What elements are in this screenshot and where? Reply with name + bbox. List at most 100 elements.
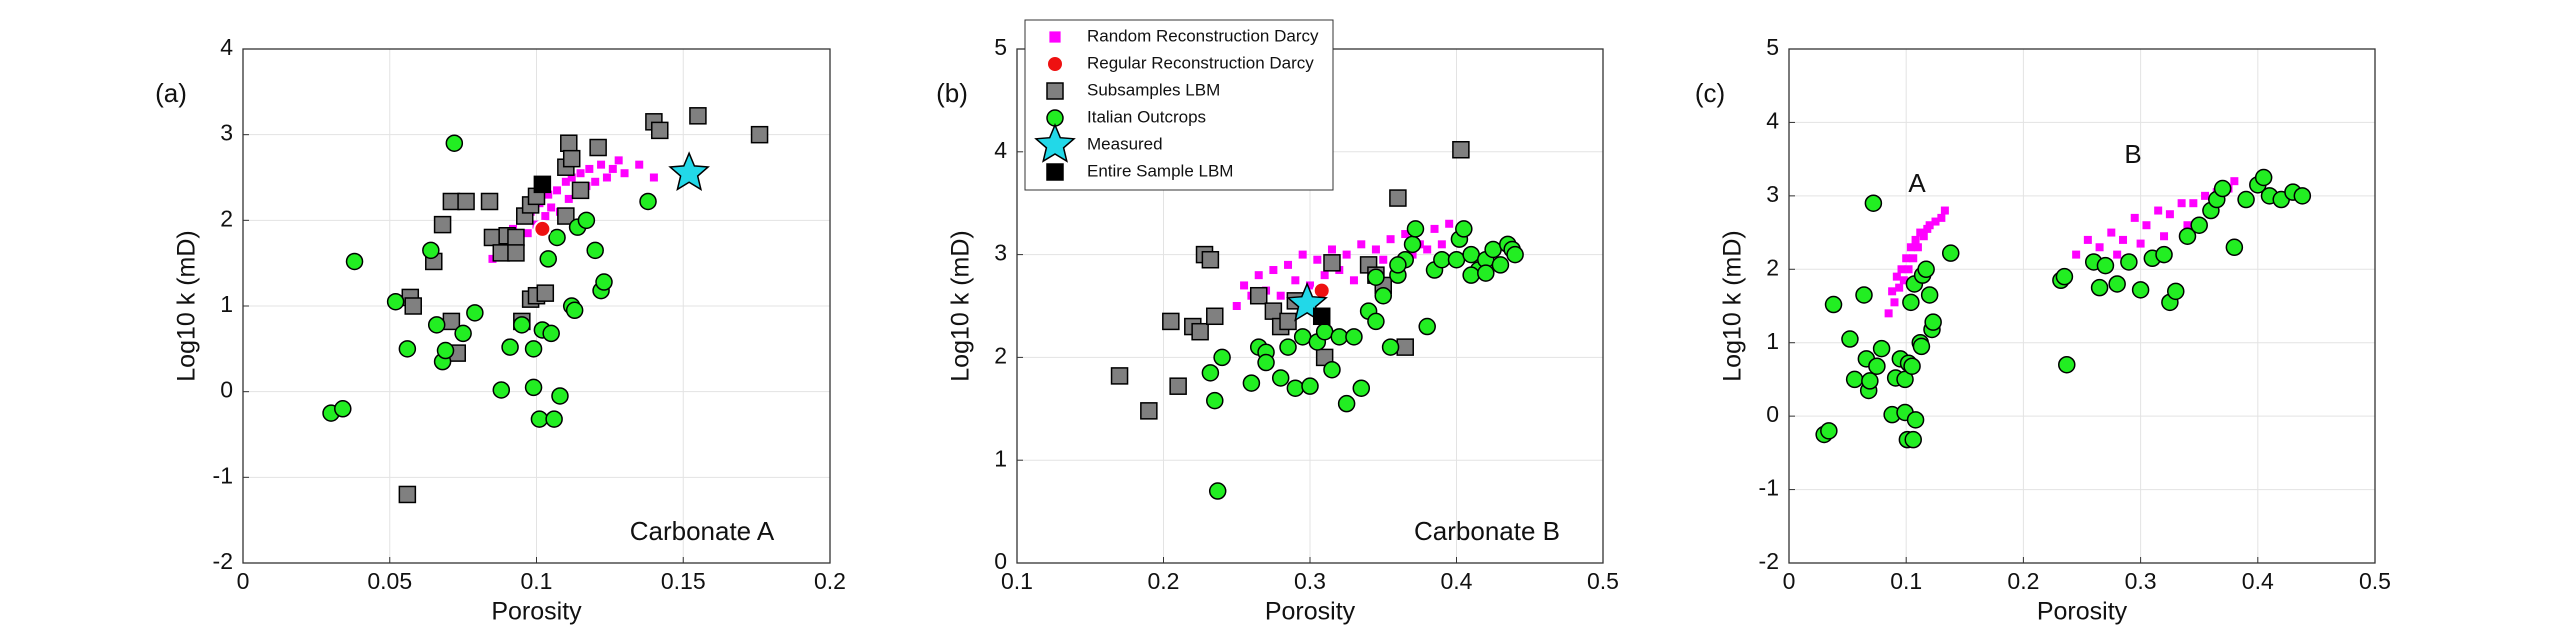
random-point [1232, 302, 1241, 310]
x-tick-label: 0.2 [1148, 568, 1180, 594]
circle-point [1861, 372, 1879, 390]
random-point [541, 212, 550, 221]
square-point [1110, 367, 1129, 385]
random-point [523, 229, 532, 238]
circle-point [524, 378, 543, 397]
circle-point [1462, 266, 1480, 284]
axes-frame [1788, 48, 2376, 564]
random-point [1284, 260, 1293, 269]
circle-point [595, 273, 613, 291]
circle-point [345, 252, 364, 271]
circle-point [542, 324, 560, 343]
circle-point [2120, 253, 2138, 271]
circle-point [565, 301, 584, 320]
circle-point [1271, 369, 1290, 387]
random-point [649, 173, 658, 182]
x-tick-label: 0.1 [1890, 568, 1922, 594]
random-point [1379, 255, 1388, 264]
circle-point [334, 400, 352, 418]
random-point [2230, 177, 2239, 186]
square-point [398, 485, 417, 504]
circle-point [1330, 328, 1349, 346]
random-point [1401, 230, 1410, 239]
square-point [689, 107, 707, 125]
x-tick-label: 0.1 [521, 568, 553, 594]
circle-point [530, 410, 549, 428]
square-point [589, 138, 607, 157]
y-tick-label: 2 [1766, 254, 1779, 280]
legend-marker [1034, 123, 1076, 163]
random-point [635, 160, 644, 169]
legend-label: Subsamples LBM [1087, 80, 1220, 99]
y-tick-label: 1 [1766, 328, 1779, 354]
random-point [1890, 298, 1899, 307]
random-point [1931, 217, 1940, 226]
random-point [1430, 224, 1439, 233]
random-point [2113, 250, 2122, 259]
random-point [1298, 250, 1307, 259]
square-point [404, 297, 422, 315]
square-point [1201, 250, 1220, 269]
square-point [1279, 312, 1297, 331]
legend-label: Entire Sample LBM [1087, 161, 1233, 180]
y-axis-label: Log10 k (mD) [947, 230, 975, 381]
random-point [591, 177, 600, 186]
legend-marker [1046, 55, 1064, 73]
random-point [1408, 250, 1417, 259]
x-tick-label: 0 [1783, 568, 1796, 594]
y-tick-label: 3 [1766, 181, 1779, 207]
circle-point [1904, 430, 1922, 449]
x-tick-label: 0 [237, 568, 250, 594]
square-point [536, 284, 555, 302]
random-point [576, 169, 585, 178]
circle-point [1506, 245, 1524, 264]
random-point [1240, 281, 1249, 290]
y-tick-label: 4 [220, 34, 233, 60]
random-point [1940, 206, 1949, 215]
x-tick-label: 0.2 [814, 568, 846, 594]
circle-point [1917, 260, 1935, 279]
x-axis-label: Porosity [1265, 598, 1356, 626]
y-tick-label: 2 [994, 342, 1007, 368]
circle-point [1213, 348, 1231, 367]
circle-point [1367, 268, 1385, 286]
random-point [597, 160, 606, 169]
circle-point [1433, 250, 1451, 269]
legend-marker [1049, 31, 1061, 43]
x-tick-label: 0.3 [2125, 568, 2157, 594]
random-point [1349, 276, 1358, 285]
legend-label: Random Reconstruction Darcy [1087, 26, 1319, 45]
square-point [480, 192, 499, 211]
random-point [2201, 191, 2210, 200]
circle-point [1477, 264, 1495, 282]
random-point [567, 173, 576, 182]
circle-point [1902, 293, 1920, 312]
circle-point [577, 211, 596, 230]
random-point [2095, 243, 2104, 252]
circle-point [501, 338, 519, 356]
circle-point [2167, 282, 2185, 301]
y-tick-label: 0 [994, 548, 1007, 574]
circle-point [586, 241, 604, 260]
annotation: A [1908, 168, 1926, 198]
random-point [2136, 239, 2145, 248]
circle-point [1403, 235, 1422, 254]
legend-box [1024, 19, 1334, 191]
square-point [507, 244, 525, 262]
circle-point [2058, 355, 2076, 374]
random-point [1291, 276, 1300, 285]
random-point [1445, 219, 1454, 228]
square-point [560, 134, 578, 152]
y-tick-label: 3 [994, 240, 1007, 266]
y-tick-label: 1 [220, 291, 233, 317]
circle-point [1201, 364, 1220, 382]
circle-point [1872, 339, 1891, 358]
random-point [1904, 265, 1913, 274]
random-point [585, 164, 594, 173]
y-tick-label: -1 [213, 462, 233, 488]
circle-point [2190, 216, 2208, 234]
circle-point [545, 410, 563, 428]
random-point [1937, 213, 1946, 222]
circle-point [2155, 245, 2173, 264]
